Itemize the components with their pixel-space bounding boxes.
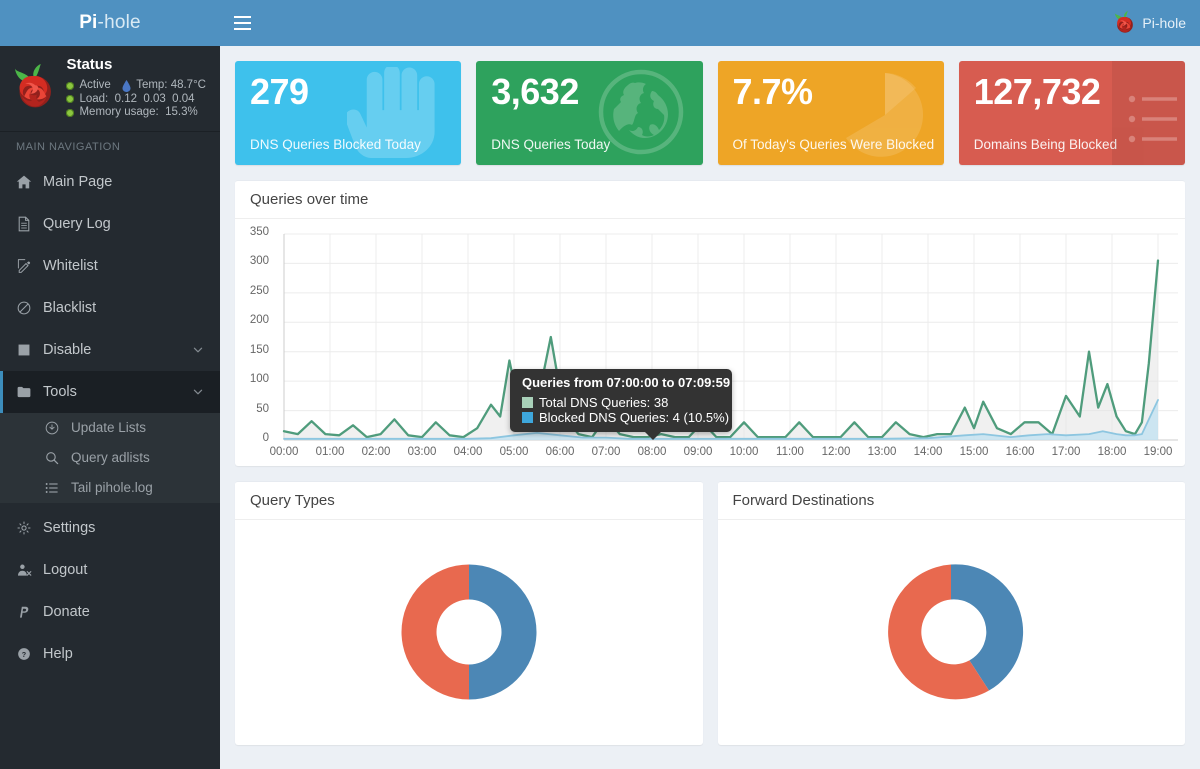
svg-text:?: ?: [22, 650, 26, 659]
